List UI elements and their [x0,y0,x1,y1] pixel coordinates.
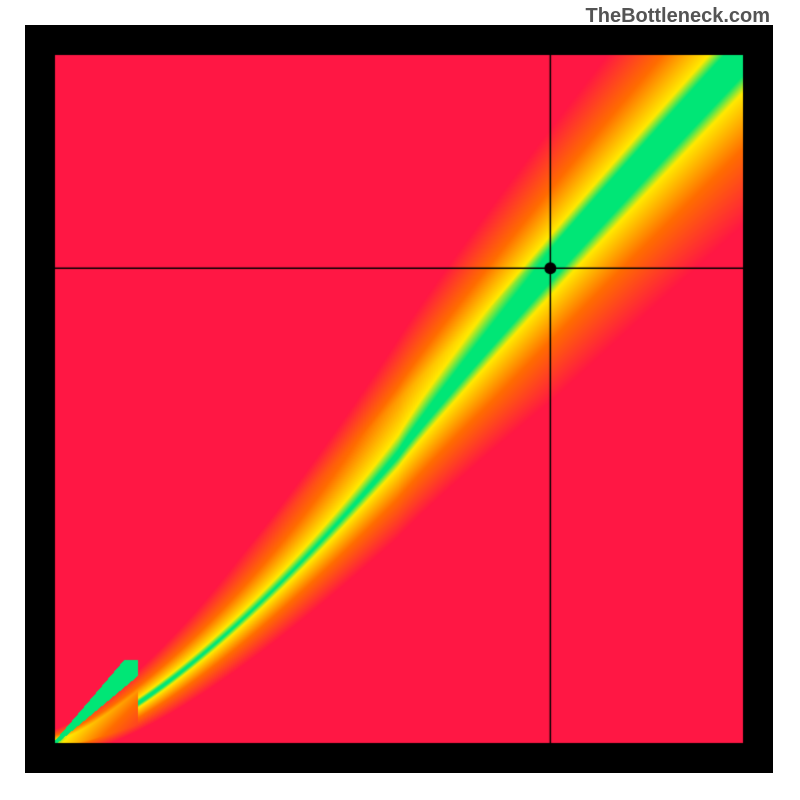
bottleneck-heatmap [25,25,773,773]
watermark-text: TheBottleneck.com [586,5,770,28]
heatmap-canvas [25,25,773,773]
